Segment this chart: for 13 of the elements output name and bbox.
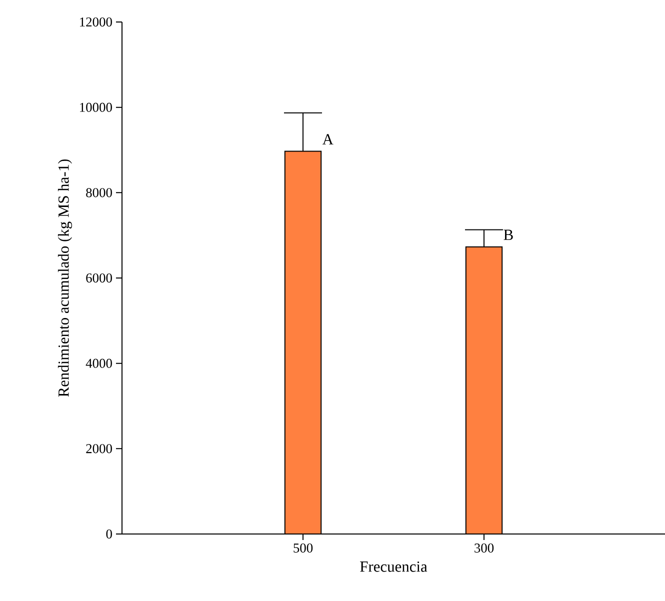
annotation: A — [322, 134, 334, 144]
x-tick-label: 500 — [294, 544, 313, 553]
y-tick-label: 6000 — [86, 273, 112, 283]
y-tick-label: 12000 — [80, 17, 112, 27]
y-tick-label: 4000 — [86, 358, 112, 368]
y-tick-label: 2000 — [86, 444, 112, 454]
y-tick-label: 10000 — [80, 102, 112, 112]
x-axis-title: Frecuencia — [360, 561, 428, 572]
x-tick-label: 300 — [474, 544, 494, 553]
y-axis-title: Rendimiento acumulado (kg MS ha-1) — [58, 159, 72, 397]
annotation: B — [504, 230, 513, 240]
y-tick-label: 8000 — [86, 188, 112, 198]
y-tick-label: 0 — [106, 529, 112, 539]
